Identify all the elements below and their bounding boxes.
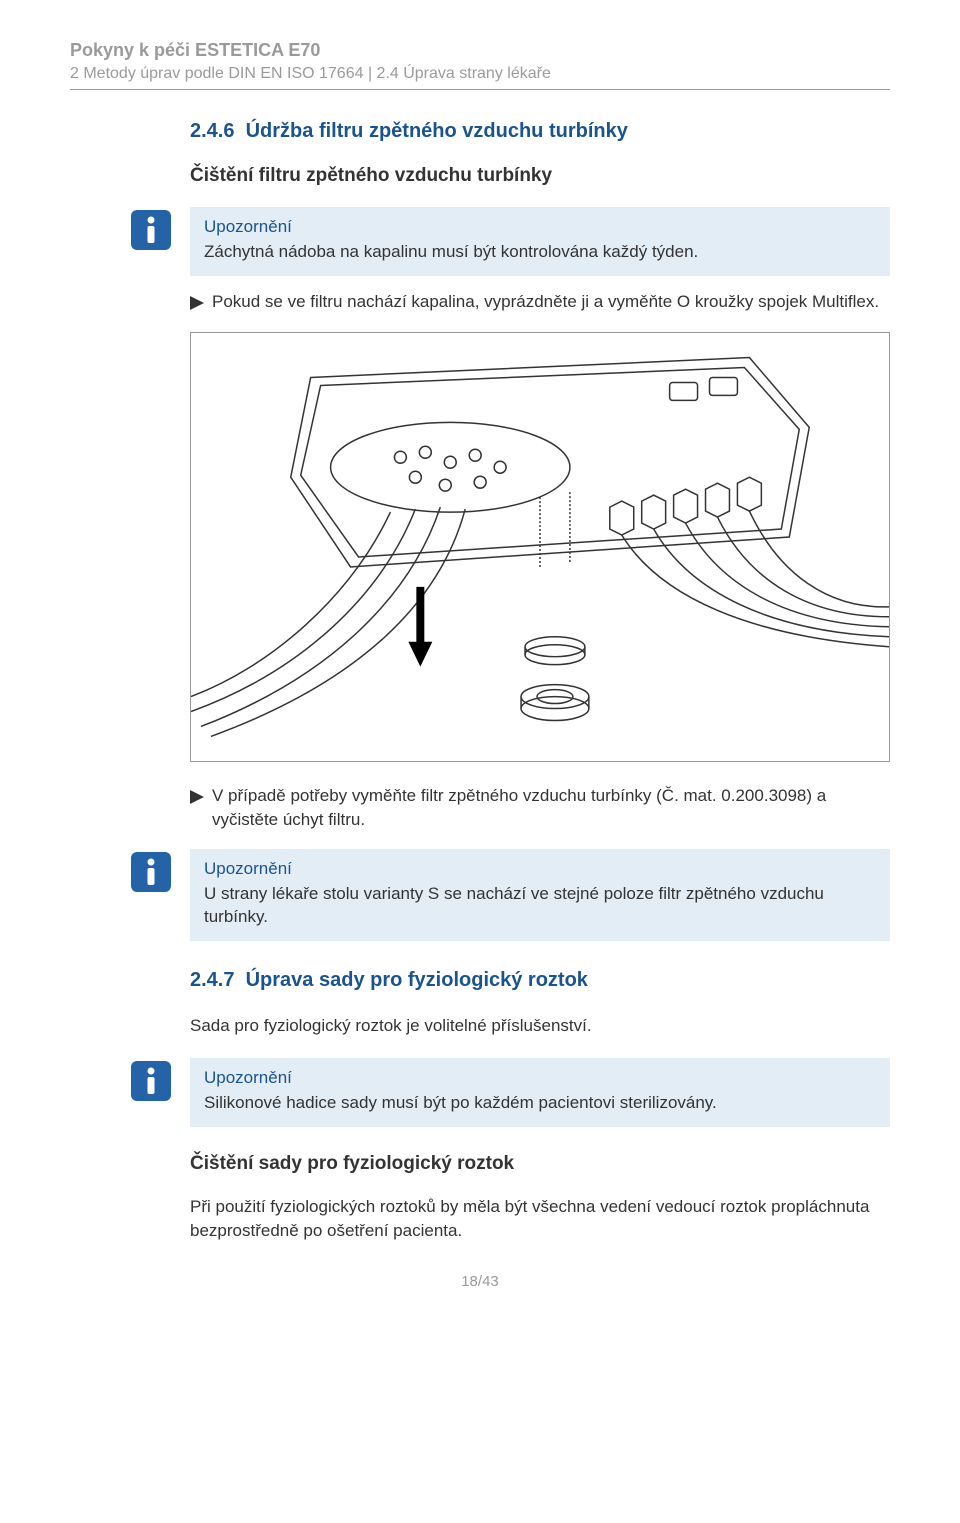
bullet-text: V případě potřeby vyměňte filtr zpětného… <box>212 784 890 832</box>
bullet-text: Pokud se ve filtru nachází kapalina, vyp… <box>212 290 879 314</box>
info-label: Upozornění <box>204 859 876 879</box>
info-block-1: Upozornění Záchytná nádoba na kapalinu m… <box>130 207 890 276</box>
info-box: Upozornění Záchytná nádoba na kapalinu m… <box>190 207 890 276</box>
info-block-3: Upozornění Silikonové hadice sady musí b… <box>130 1058 890 1127</box>
section-heading-246: 2.4.6 Údržba filtru zpětného vzduchu tur… <box>190 120 890 143</box>
section-title: Údržba filtru zpětného vzduchu turbínky <box>246 120 628 142</box>
info-icon <box>130 209 172 251</box>
info-label: Upozornění <box>204 1068 876 1088</box>
info-text: Záchytná nádoba na kapalinu musí být kon… <box>204 241 876 264</box>
info-text: U strany lékaře stolu varianty S se nach… <box>204 883 876 929</box>
bullet-item-2: V případě potřeby vyměňte filtr zpětného… <box>190 784 890 832</box>
section-title: Úprava sady pro fyziologický roztok <box>246 969 588 991</box>
info-block-2: Upozornění U strany lékaře stolu variant… <box>130 849 890 941</box>
info-label: Upozornění <box>204 217 876 237</box>
doc-title: Pokyny k péči ESTETICA E70 <box>70 40 890 61</box>
info-icon <box>130 851 172 893</box>
bullet-item-1: Pokud se ve filtru nachází kapalina, vyp… <box>190 290 890 314</box>
info-icon <box>130 1060 172 1102</box>
doc-breadcrumb: 2 Metody úprav podle DIN EN ISO 17664 | … <box>70 65 890 90</box>
subheading-cleaning-filter: Čištění filtru zpětného vzduchu turbínky <box>190 165 890 187</box>
page-number: 18/43 <box>70 1273 890 1290</box>
section-number: 2.4.7 <box>190 969 234 991</box>
info-box: Upozornění Silikonové hadice sady musí b… <box>190 1058 890 1127</box>
subheading-cleaning-saline: Čištění sady pro fyziologický roztok <box>190 1153 890 1175</box>
triangle-bullet-icon <box>190 790 204 804</box>
triangle-bullet-icon <box>190 296 204 310</box>
paragraph-rinse: Při použití fyziologických roztoků by mě… <box>190 1195 890 1243</box>
section-heading-247: 2.4.7 Úprava sady pro fyziologický rozto… <box>190 969 890 992</box>
paragraph-optional-accessory: Sada pro fyziologický roztok je voliteln… <box>190 1014 890 1038</box>
info-text: Silikonové hadice sady musí být po každé… <box>204 1092 876 1115</box>
filter-diagram-svg <box>191 333 889 761</box>
technical-diagram <box>190 332 890 762</box>
info-box: Upozornění U strany lékaře stolu variant… <box>190 849 890 941</box>
section-number: 2.4.6 <box>190 120 234 142</box>
